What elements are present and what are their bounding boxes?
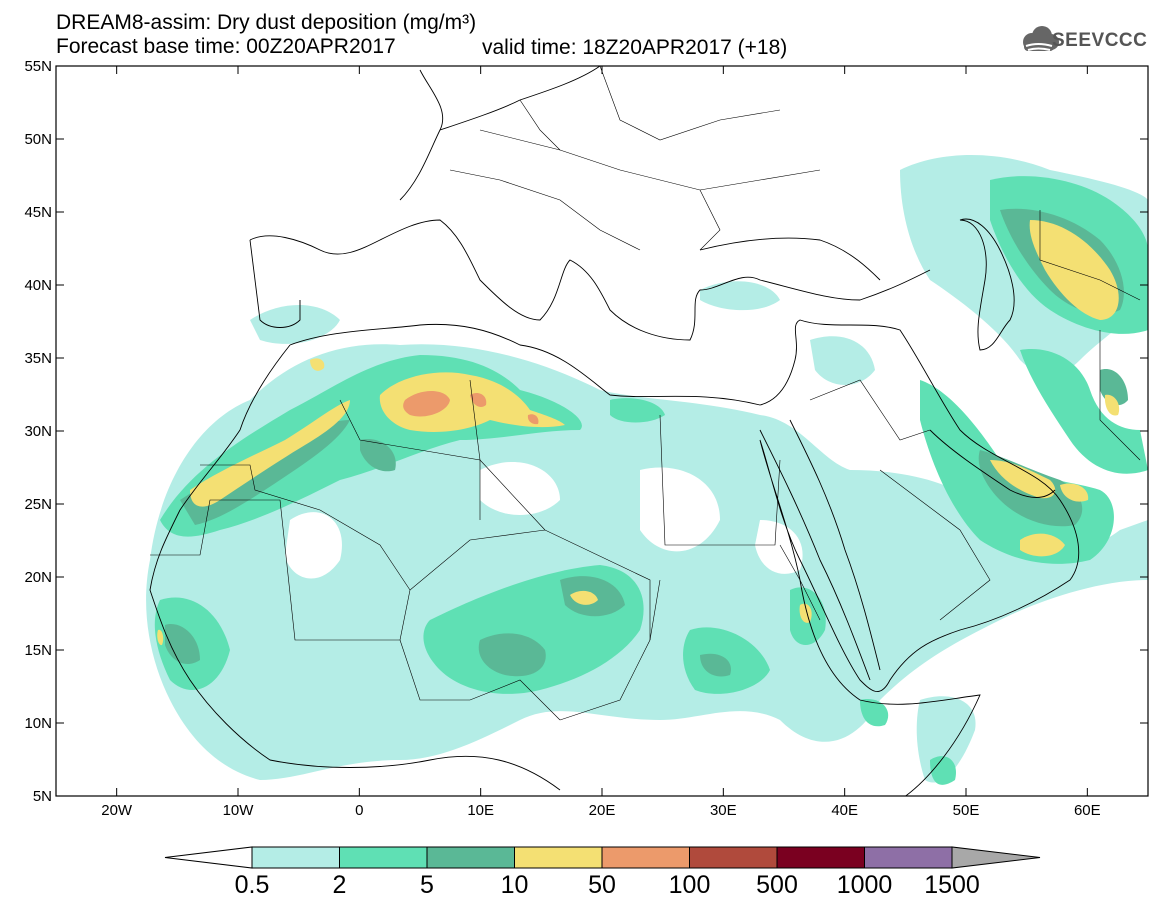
colorbar-label: 1000: [837, 871, 893, 899]
colorbar-label: 5: [420, 871, 434, 899]
valid-time: valid time: 18Z20APR2017 (+18): [482, 36, 788, 59]
colorbar-swatch: [601, 846, 690, 869]
lat-tick-label: 5N: [33, 788, 52, 805]
colorbar-swatch: [339, 846, 428, 869]
colorbar-label: 0.5: [235, 871, 270, 899]
forecast-base-time: Forecast base time: 00Z20APR2017: [56, 35, 396, 58]
colorbar-label: 1500: [924, 871, 980, 899]
colorbar-label: 10: [501, 871, 529, 899]
colorbar-swatch: [864, 846, 953, 869]
colorbar-swatch: [776, 846, 865, 869]
lon-tick-label: 10W: [223, 802, 255, 819]
lat-tick-label: 55N: [24, 58, 52, 75]
colorbar-label: 2: [333, 871, 347, 899]
lon-tick-label: 20E: [589, 802, 616, 819]
lat-tick-label: 20N: [24, 569, 52, 586]
colorbar-swatch: [251, 846, 340, 869]
colorbar-label: 50: [588, 871, 616, 899]
lat-tick-label: 15N: [24, 642, 52, 659]
lon-tick-label: 50E: [953, 802, 980, 819]
lat-tick-label: 30N: [24, 423, 52, 440]
dust-shading: [146, 155, 1148, 785]
colorbar-under-arrow: [164, 846, 253, 869]
lat-tick-label: 50N: [24, 131, 52, 148]
lat-tick-label: 45N: [24, 204, 52, 221]
lat-tick-label: 25N: [24, 496, 52, 513]
colorbar-over-arrow: [951, 846, 1041, 869]
lon-tick-label: 0: [355, 802, 363, 819]
lon-tick-label: 20W: [101, 802, 133, 819]
colorbar-swatch: [514, 846, 603, 869]
country-borders: [150, 66, 1141, 721]
lon-tick-label: 60E: [1074, 802, 1101, 819]
logo-text: SEEVCCC: [1052, 30, 1148, 51]
lon-tick-label: 40E: [831, 802, 858, 819]
colorbar-label: 100: [669, 871, 711, 899]
colorbar: 0.5 2 5 10 50 100 500 1000 1500: [164, 846, 1041, 899]
lon-tick-label: 30E: [710, 802, 737, 819]
colorbar-label: 500: [756, 871, 798, 899]
map-title: DREAM8-assim: Dry dust deposition (mg/m³…: [56, 11, 477, 34]
cloud-icon: [1023, 26, 1059, 51]
colorbar-swatch: [689, 846, 778, 869]
lat-tick-label: 40N: [24, 277, 52, 294]
lat-tick-label: 10N: [24, 715, 52, 732]
lon-tick-label: 10E: [467, 802, 494, 819]
lat-tick-label: 35N: [24, 350, 52, 367]
latitude-axis: 55N 50N 45N 40N 35N 30N 25N 20N 15N 10N 5N: [24, 58, 1148, 805]
colorbar-swatch: [426, 846, 515, 869]
longitude-axis: 20W 10W 0 10E 20E 30E 40E 50E 60E: [101, 66, 1101, 819]
